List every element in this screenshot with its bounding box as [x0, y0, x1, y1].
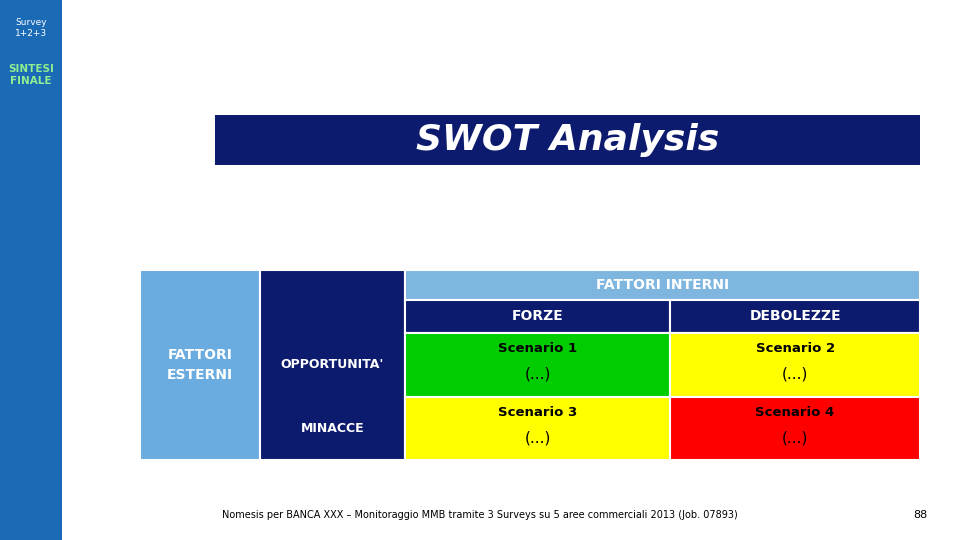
Text: FATTORI
ESTERNI: FATTORI ESTERNI	[167, 348, 233, 382]
Text: Scenario 3: Scenario 3	[498, 406, 577, 419]
Text: MINACCE: MINACCE	[300, 422, 364, 435]
Text: 88: 88	[913, 510, 927, 520]
FancyBboxPatch shape	[215, 115, 920, 165]
FancyBboxPatch shape	[405, 300, 670, 333]
Text: SINTESI
FINALE: SINTESI FINALE	[8, 64, 54, 86]
Text: Scenario 2: Scenario 2	[756, 342, 834, 355]
FancyBboxPatch shape	[405, 333, 670, 396]
Text: FATTORI INTERNI: FATTORI INTERNI	[596, 278, 729, 292]
Text: Scenario 1: Scenario 1	[498, 342, 577, 355]
FancyBboxPatch shape	[405, 270, 920, 300]
Text: (...): (...)	[782, 430, 808, 445]
Text: (...): (...)	[524, 430, 551, 445]
FancyBboxPatch shape	[670, 300, 920, 333]
Text: (...): (...)	[782, 367, 808, 382]
FancyBboxPatch shape	[670, 396, 920, 460]
Text: DEBOLEZZE: DEBOLEZZE	[750, 309, 841, 323]
FancyBboxPatch shape	[670, 333, 920, 396]
Text: SWOT Analysis: SWOT Analysis	[416, 123, 719, 157]
FancyBboxPatch shape	[405, 396, 670, 460]
Text: (...): (...)	[524, 367, 551, 382]
Text: Nomesis per BANCA XXX – Monitoraggio MMB tramite 3 Surveys su 5 aree commerciali: Nomesis per BANCA XXX – Monitoraggio MMB…	[222, 510, 738, 520]
FancyBboxPatch shape	[260, 270, 405, 460]
Text: FORZE: FORZE	[512, 309, 564, 323]
Text: Survey
1+2+3: Survey 1+2+3	[15, 18, 47, 38]
FancyBboxPatch shape	[140, 270, 260, 460]
FancyBboxPatch shape	[0, 0, 62, 540]
Text: Scenario 4: Scenario 4	[756, 406, 835, 419]
Text: OPPORTUNITA': OPPORTUNITA'	[281, 358, 384, 372]
